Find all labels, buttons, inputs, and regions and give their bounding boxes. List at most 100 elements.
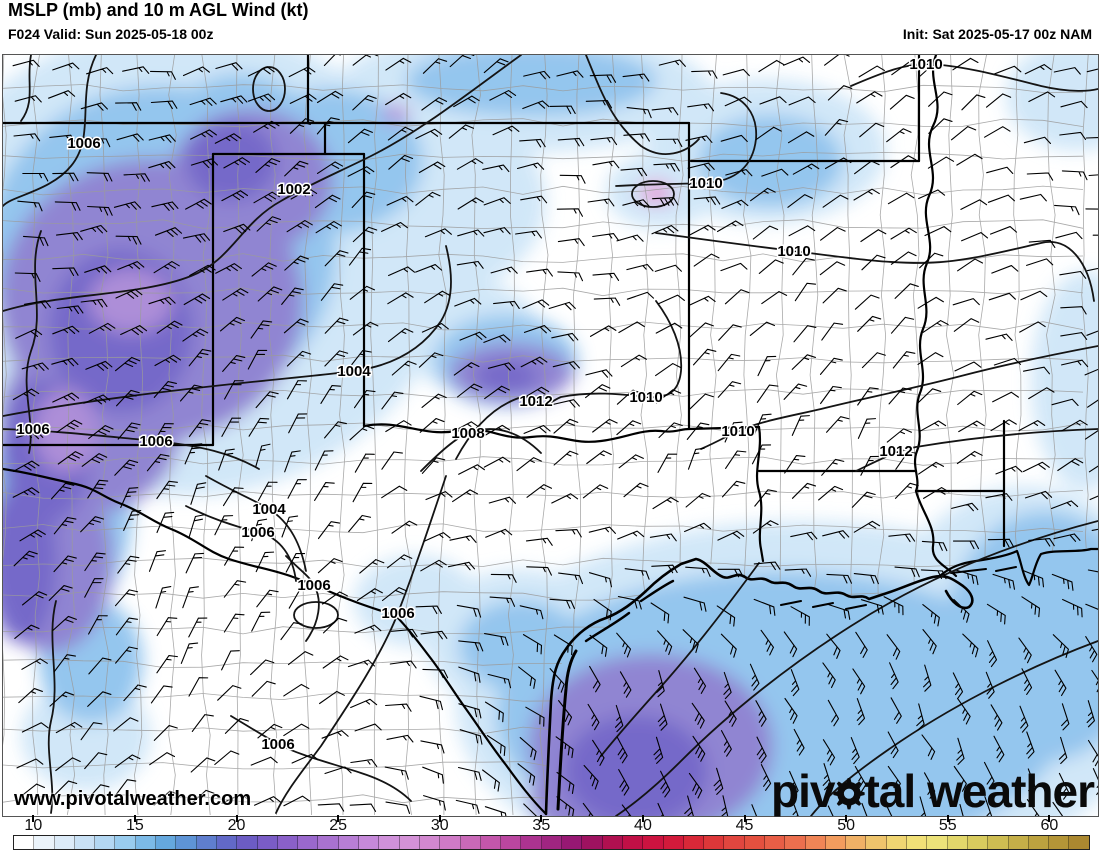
isobar-label: 1010: [909, 56, 942, 73]
colorbar-cell: [582, 836, 603, 849]
colorbar-cell: [521, 836, 542, 849]
isobar-labels-layer: 1006 1002 1010 1010 1010 1004 1012 1010 1008 1010…: [15, 55, 944, 755]
colorbar-cell: [602, 836, 623, 849]
colorbar-tick-label: 30: [430, 817, 449, 834]
colorbar-cell: [1028, 836, 1050, 849]
colorbar-tick-mark: [235, 815, 238, 822]
isobars-layer: [3, 55, 1098, 816]
colorbar-tick-label: 45: [735, 817, 754, 834]
colorbar-tick-label: 20: [227, 817, 246, 834]
colorbar-tick-mark: [946, 815, 949, 822]
forecast-meta-row: F024 Valid: Sun 2025-05-18 00z Init: Sat…: [8, 26, 1092, 42]
colorbar-cell: [196, 836, 217, 849]
map-image: 1006 1002 1010 1010 1010 1004 1012 1010 1008 1010…: [2, 54, 1099, 817]
colorbar-cell: [622, 836, 644, 849]
colorbar-cell: [237, 836, 258, 849]
page-title: MSLP (mb) and 10 m AGL Wind (kt): [8, 0, 309, 20]
colorbar-cell: [34, 836, 55, 849]
wind-barbs-layer: [12, 55, 1098, 816]
colorbar-tick-mark: [1048, 815, 1051, 822]
colorbar-tick-label: 40: [634, 817, 652, 834]
colorbar-cell: [785, 836, 806, 849]
colorbar-cell: [14, 836, 35, 849]
colorbar-cell: [54, 836, 75, 849]
colorbar-tick-mark: [743, 815, 746, 822]
colorbar-cell: [95, 836, 116, 849]
isobar-label: 1008: [451, 425, 484, 442]
colorbar-cell: [379, 836, 400, 849]
isobar-label: 1006: [139, 433, 172, 450]
isobar-label: 1006: [67, 135, 100, 152]
colorbar-cell: [643, 836, 664, 849]
colorbar-tick-mark: [845, 815, 848, 822]
isobar-label: 1004: [252, 501, 286, 518]
isobar-label: 1006: [16, 421, 49, 438]
colorbar-tick-mark: [641, 815, 644, 822]
valid-time-label: F024 Valid: Sun 2025-05-18 00z: [8, 26, 214, 42]
colorbar-cell: [74, 836, 96, 849]
colorbar-cell: [1008, 836, 1029, 849]
isobar-label: 1006: [297, 577, 330, 594]
colorbar-cell: [440, 836, 461, 849]
colorbar-cell: [156, 836, 177, 849]
colorbar-tick-mark: [337, 815, 340, 822]
colorbar-cell: [846, 836, 867, 849]
colorbar-cell: [907, 836, 928, 849]
colorbar-cell: [359, 836, 380, 849]
colorbar-cell: [460, 836, 481, 849]
colorbar-cell: [825, 836, 847, 849]
colorbar-cell: [988, 836, 1009, 849]
colorbar-cell: [216, 836, 238, 849]
isobar-label: 1006: [261, 736, 294, 753]
logo-text-weather: weather: [927, 765, 1095, 817]
colorbar-cell: [1069, 836, 1089, 849]
colorbar-cell: [704, 836, 725, 849]
logo-text-piv: piv: [770, 765, 835, 817]
isobar-label: 1004: [337, 363, 371, 380]
colorbar-cell: [277, 836, 299, 849]
colorbar-tick-label: 60: [1040, 817, 1059, 834]
colorbar-tick-mark: [540, 815, 543, 822]
colorbar-cell: [115, 836, 136, 849]
colorbar-cell: [419, 836, 441, 849]
colorbar-tick-mark: [438, 815, 441, 822]
isobar-label: 1010: [689, 175, 722, 192]
colorbar-tick-label: 10: [24, 817, 43, 834]
colorbar-tick-label: 25: [329, 817, 348, 834]
colorbar-cell: [1049, 836, 1070, 849]
colorbar-cell: [541, 836, 563, 849]
colorbar-tick-mark: [32, 815, 35, 822]
colorbar-cell: [257, 836, 278, 849]
colorbar-cell: [683, 836, 705, 849]
colorbar-tick-label: 50: [837, 817, 856, 834]
colorbar-cell: [724, 836, 745, 849]
colorbar-tick-mark: [133, 815, 136, 822]
colorbar-cell: [501, 836, 522, 849]
colorbar-cell: [298, 836, 319, 849]
colorbar-cell: [927, 836, 948, 849]
colorbar-cell: [967, 836, 989, 849]
colorbar-cell: [663, 836, 684, 849]
isobar-label: 1010: [777, 243, 810, 260]
colorbar-cell: [399, 836, 420, 849]
colorbar-tick-label: 55: [938, 817, 957, 834]
isobar-label: 1010: [629, 389, 662, 406]
colorbar-tick-label: 15: [126, 817, 144, 834]
isobar-label: 1006: [381, 605, 414, 622]
wind-speed-colorbar: [13, 835, 1090, 850]
watermark-text: www.pivotalweather.com: [14, 788, 252, 810]
logo-text-tal: tal: [864, 765, 916, 817]
isobar-label: 1002: [277, 181, 310, 198]
colorbar-cell: [318, 836, 339, 849]
gear-icon: [833, 778, 866, 810]
map-canvas: 1006 1002 1010 1010 1010 1004 1012 1010 1008 1010…: [3, 55, 1098, 816]
colorbar-cell: [744, 836, 765, 849]
isobar-label: 1012: [879, 443, 912, 460]
pivotal-weather-logo: piv tal weather: [770, 764, 1095, 818]
isobar-label: 1012: [519, 393, 552, 410]
colorbar-cell: [338, 836, 360, 849]
colorbar-tick-label: 35: [532, 817, 551, 834]
colorbar-cell: [947, 836, 968, 849]
init-time-label: Init: Sat 2025-05-17 00z NAM: [902, 26, 1092, 42]
